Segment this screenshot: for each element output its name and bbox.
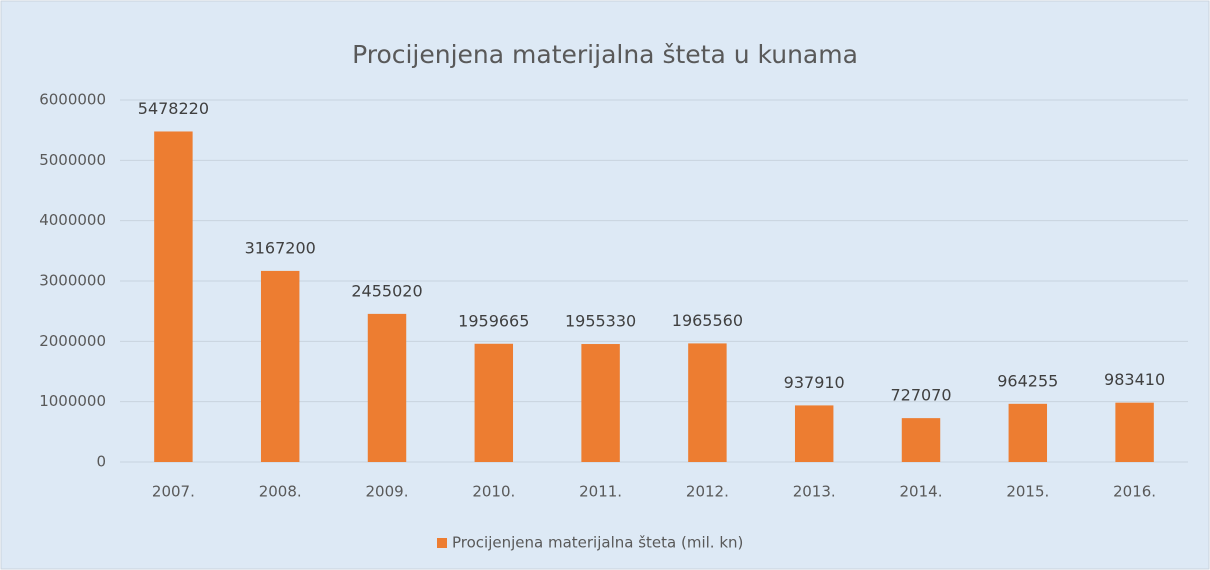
chart-title: Procijenjena materijalna šteta u kunama — [352, 40, 858, 69]
y-tick-label: 2000000 — [39, 332, 106, 350]
legend-label: Procijenjena materijalna šteta (mil. kn) — [452, 534, 743, 552]
data-label: 983410 — [1104, 370, 1165, 389]
bar — [474, 343, 514, 462]
bar — [367, 313, 407, 462]
y-tick-label: 5000000 — [39, 151, 106, 169]
data-label: 3167200 — [245, 238, 316, 257]
y-tick-label: 6000000 — [39, 91, 106, 109]
bar — [688, 343, 727, 462]
data-label: 1955330 — [565, 312, 636, 331]
x-tick-label: 2013. — [793, 483, 836, 501]
x-tick-label: 2016. — [1113, 483, 1156, 501]
x-tick-label: 2011. — [579, 483, 622, 501]
bar — [1115, 402, 1154, 462]
data-label: 964255 — [997, 371, 1058, 390]
x-tick-label: 2012. — [686, 483, 729, 501]
data-label: 2455020 — [351, 281, 422, 300]
bar — [581, 344, 620, 462]
bar — [901, 418, 941, 462]
x-tick-label: 2015. — [1006, 483, 1049, 501]
bar — [260, 270, 300, 462]
y-tick-label: 3000000 — [39, 272, 106, 290]
x-tick-label: 2014. — [900, 483, 943, 501]
bar — [154, 131, 193, 463]
x-tick-label: 2010. — [472, 483, 515, 501]
data-label: 1959665 — [458, 311, 529, 330]
bar — [1008, 403, 1048, 462]
y-tick-label: 0 — [96, 453, 106, 471]
x-tick-label: 2007. — [152, 483, 195, 501]
y-tick-label: 4000000 — [39, 211, 106, 229]
x-tick-label: 2009. — [366, 483, 409, 501]
data-label: 727070 — [890, 386, 951, 405]
data-label: 1965560 — [672, 311, 743, 330]
y-tick-label: 1000000 — [39, 392, 106, 410]
bar — [794, 405, 834, 462]
x-tick-label: 2008. — [259, 483, 302, 501]
legend-swatch — [437, 538, 447, 548]
data-label: 5478220 — [138, 99, 209, 118]
data-label: 937910 — [784, 373, 845, 392]
